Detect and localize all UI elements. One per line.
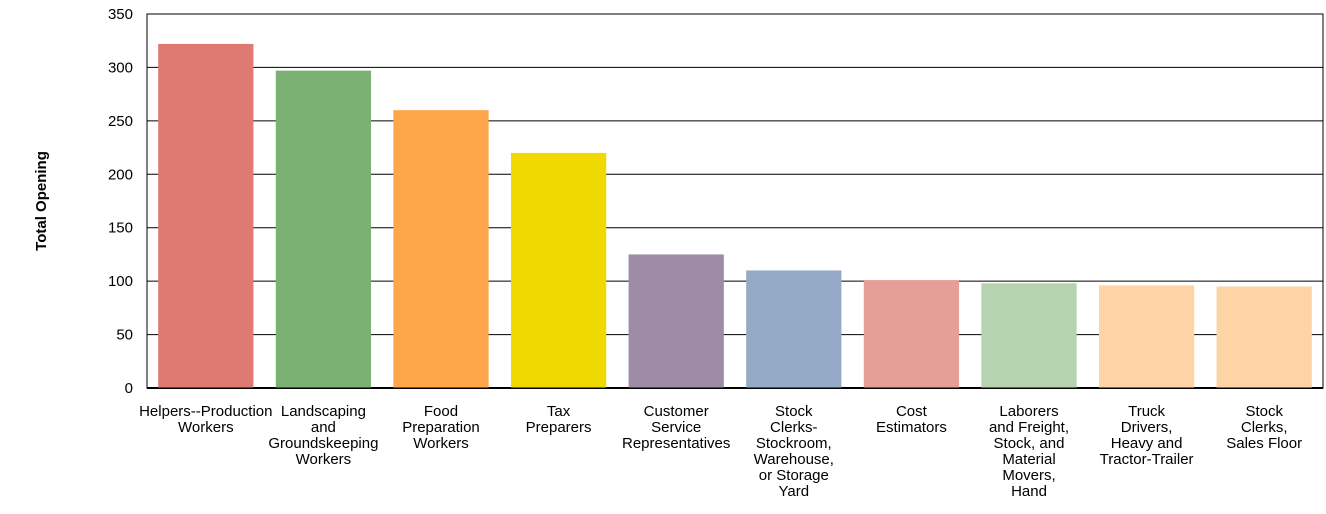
y-tick-label: 250 xyxy=(108,113,133,130)
plot-area-frame xyxy=(146,13,1324,389)
y-tick-label: 0 xyxy=(125,380,133,397)
x-category-label: Stock Clerks-Stockroom, Warehouse, or Stora… xyxy=(754,403,834,500)
bar xyxy=(1098,285,1195,388)
x-category-label: Landscaping and Groundskeeping Workers xyxy=(268,403,378,468)
x-category-label: Customer Service Representatives xyxy=(622,403,730,452)
bar xyxy=(628,254,724,388)
bar xyxy=(981,283,1077,388)
y-tick-label: 350 xyxy=(108,6,133,23)
x-category-label: Helpers--Production Workers xyxy=(139,403,272,436)
bars xyxy=(158,43,1312,389)
y-tick-label: 150 xyxy=(108,220,133,237)
y-tick-label: 300 xyxy=(108,59,133,76)
y-tick-label: 100 xyxy=(108,273,133,290)
y-axis-tick-labels: 0 50 100 150 200 250 300 350 xyxy=(108,6,133,397)
x-category-label: Stock Clerks, Sales Floor xyxy=(1226,403,1302,452)
bar xyxy=(275,70,372,389)
x-category-label: Laborers and Freight, Stock, and Material Mo… xyxy=(989,403,1069,500)
bar xyxy=(863,280,960,388)
x-category-label: Food Preparation Workers xyxy=(402,403,480,452)
y-tick-label: 50 xyxy=(116,327,133,344)
bar xyxy=(746,270,842,388)
bar xyxy=(1216,286,1312,388)
y-tick-label: 200 xyxy=(108,166,133,183)
bar xyxy=(510,152,607,388)
x-category-label: Cost Estimators xyxy=(876,403,947,436)
bar xyxy=(393,110,489,389)
bar xyxy=(158,43,254,389)
y-axis-title: Total Opening xyxy=(33,151,50,251)
x-category-label: Tax Preparers xyxy=(526,403,592,436)
x-category-label: Truck Drivers, Heavy and Tractor-Trailer xyxy=(1100,403,1194,468)
